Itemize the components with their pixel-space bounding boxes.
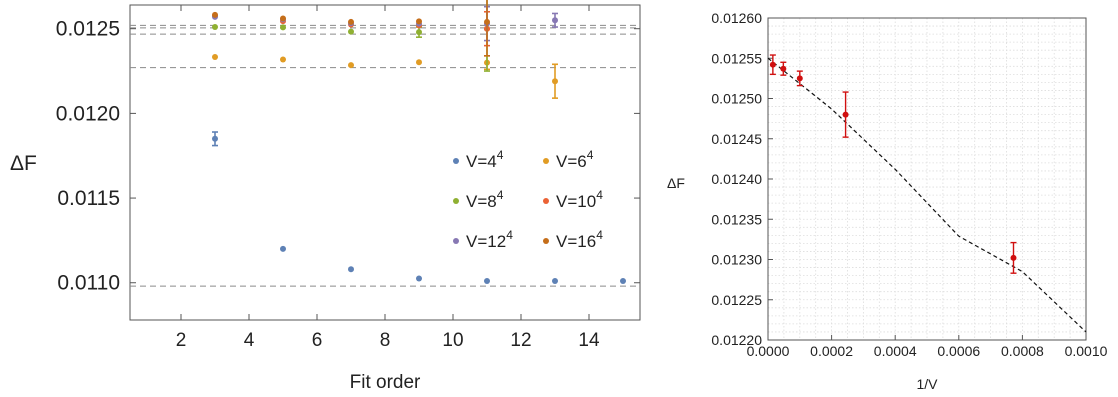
data-point-V=6 [348, 62, 354, 69]
data-point-V=16 [416, 18, 422, 25]
data-point-V=4 [620, 278, 626, 285]
legend-entry-V=16: V=164 [556, 228, 603, 251]
y-tick-label: 0.01220 [711, 332, 762, 348]
legend-exponent: 4 [596, 188, 603, 202]
legend-exponent: 4 [506, 228, 513, 242]
y-tick-label: 0.01250 [711, 91, 762, 107]
legend-marker [453, 238, 459, 244]
legend-marker [543, 158, 549, 164]
data-point-V=6 [280, 56, 286, 63]
x-tick-label: 8 [380, 330, 391, 351]
x-tick-label: 0.0004 [874, 343, 917, 359]
y-tick-label: 0.01245 [711, 131, 762, 147]
x-tick-label: 10 [442, 330, 463, 351]
legend-exponent: 4 [596, 228, 603, 242]
legend-exponent: 4 [587, 148, 594, 162]
data-point-V=8 [348, 28, 354, 35]
x-tick-label: 6 [312, 330, 323, 351]
y-tick-label: 0.01240 [711, 171, 762, 187]
data-point-V=4 [552, 278, 558, 285]
y-tick-label: 0.0110 [57, 272, 120, 295]
data-point-V=16 [484, 18, 490, 25]
legend-marker [543, 198, 549, 204]
x-tick-label: 12 [510, 330, 531, 351]
data-point-V=8 [280, 24, 286, 31]
data-point-V=8 [212, 24, 218, 31]
data-point-V=16 [280, 15, 286, 22]
data-point-V=4 [484, 278, 490, 285]
legend-entry-V=10: V=104 [556, 188, 603, 211]
y-tick-label: 0.01255 [711, 50, 762, 66]
data-point-V=6 [416, 59, 422, 66]
x-tick-label: 0.0006 [937, 343, 980, 359]
y-tick-label: 0.01235 [711, 211, 762, 227]
x-tick-label: 2 [176, 330, 187, 351]
legend: V=44 V=64 V=84 V=104 V=124 V=164 [453, 148, 603, 251]
legend-marker [543, 238, 549, 244]
volume-extrapolation-chart: 0.0000 0.0002 0.0004 0.0006 0.0008 0.0010 0.01… [667, 10, 1108, 392]
y-tick-label: 0.01225 [711, 292, 762, 308]
y-axis-label: ΔF [10, 152, 37, 175]
data-point [780, 65, 787, 72]
y-tick-label: 0.0125 [56, 18, 120, 41]
data-point-V=4 [416, 275, 422, 282]
data-point-V=4 [348, 266, 354, 273]
x-tick-label: 0.0010 [1065, 343, 1108, 359]
data-point-V=4 [280, 245, 286, 252]
x-tick-label: 4 [244, 330, 255, 351]
data-point-V=6 [212, 53, 218, 60]
x-axis-label: 1/V [916, 376, 938, 392]
legend-marker [453, 158, 459, 164]
x-tick-label: 0.0002 [810, 343, 853, 359]
data-point-V=4 [212, 135, 218, 142]
x-axis-label: Fit order [350, 372, 421, 393]
legend-entry-V=4: V=44 [466, 148, 504, 171]
y-tick-label: 0.0115 [57, 187, 120, 210]
data-point [769, 61, 776, 68]
y-tick-label: 0.01260 [711, 10, 762, 26]
legend-entry-V=6: V=64 [556, 148, 594, 171]
y-tick-label: 0.0120 [56, 102, 120, 125]
y-tick-label: 0.01230 [711, 252, 762, 268]
data-point-V=16 [348, 18, 354, 25]
legend-entry-V=8: V=84 [466, 188, 504, 211]
x-tick-label: 0.0000 [747, 343, 790, 359]
data-point-V=8 [416, 29, 422, 36]
y-axis-label: ΔF [667, 175, 685, 191]
legend-exponent: 4 [497, 188, 504, 202]
x-tick-label: 14 [578, 330, 600, 351]
legend-exponent: 4 [497, 148, 504, 162]
data-point-V=16 [212, 11, 218, 18]
x-tick-label: 0.0008 [1001, 343, 1044, 359]
data-point-V=6 [552, 78, 558, 85]
data-point-V=12 [552, 17, 558, 24]
data-point [1010, 254, 1017, 261]
legend-entry-V=12: V=124 [466, 228, 513, 251]
data-point [842, 111, 849, 118]
data-point [796, 75, 803, 82]
legend-marker [453, 198, 459, 204]
fit-order-chart: 2 4 6 8 10 12 14 0.0110 0.0115 0.0120 0.0125 Fit or… [10, 0, 641, 393]
